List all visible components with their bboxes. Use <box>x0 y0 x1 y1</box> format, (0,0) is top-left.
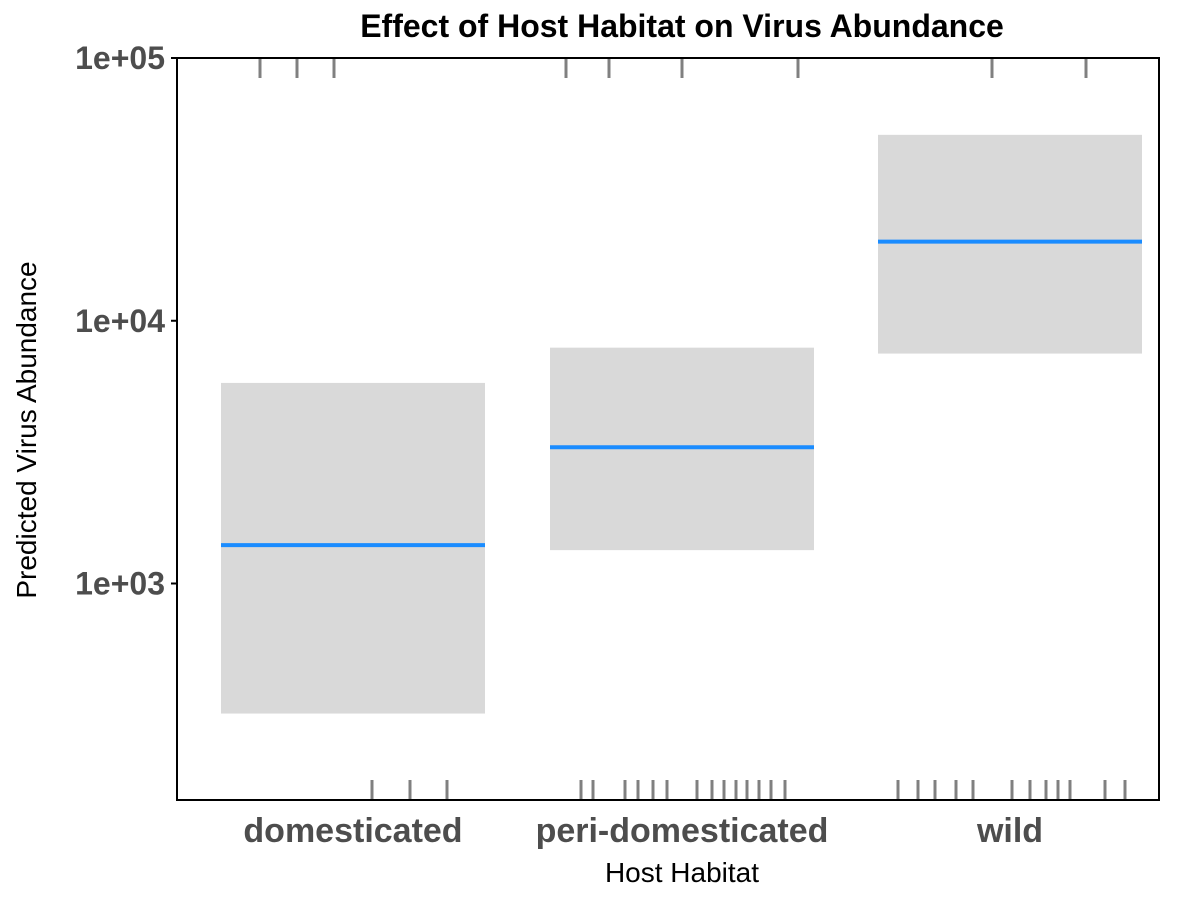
ci-bands <box>221 134 1142 714</box>
ci-band-domesticated <box>221 382 485 714</box>
x-tick-label-peri-domesticated: peri-domesticated <box>536 812 829 850</box>
estimate-lines <box>221 239 1142 548</box>
x-tick-label-wild: wild <box>976 812 1043 850</box>
y-tick-label-1e+04: 1e+04 <box>75 303 165 339</box>
x-axis-label: Host Habitat <box>605 857 759 888</box>
y-tick-label-1e+03: 1e+03 <box>75 566 165 602</box>
plot-frame <box>176 57 1160 801</box>
x-tick-label-domesticated: domesticated <box>243 812 462 850</box>
y-tick-label-1e+05: 1e+05 <box>75 40 165 76</box>
chart-title: Effect of Host Habitat on Virus Abundanc… <box>360 8 1004 44</box>
y-axis-label: Predicted Virus Abundance <box>11 261 42 598</box>
rug-marks <box>258 58 1127 800</box>
x-axis-ticks: domesticated peri-domesticated wild <box>243 812 1043 850</box>
y-axis-ticks: 1e+03 1e+04 1e+05 <box>75 40 177 602</box>
ci-band-wild <box>878 134 1142 354</box>
